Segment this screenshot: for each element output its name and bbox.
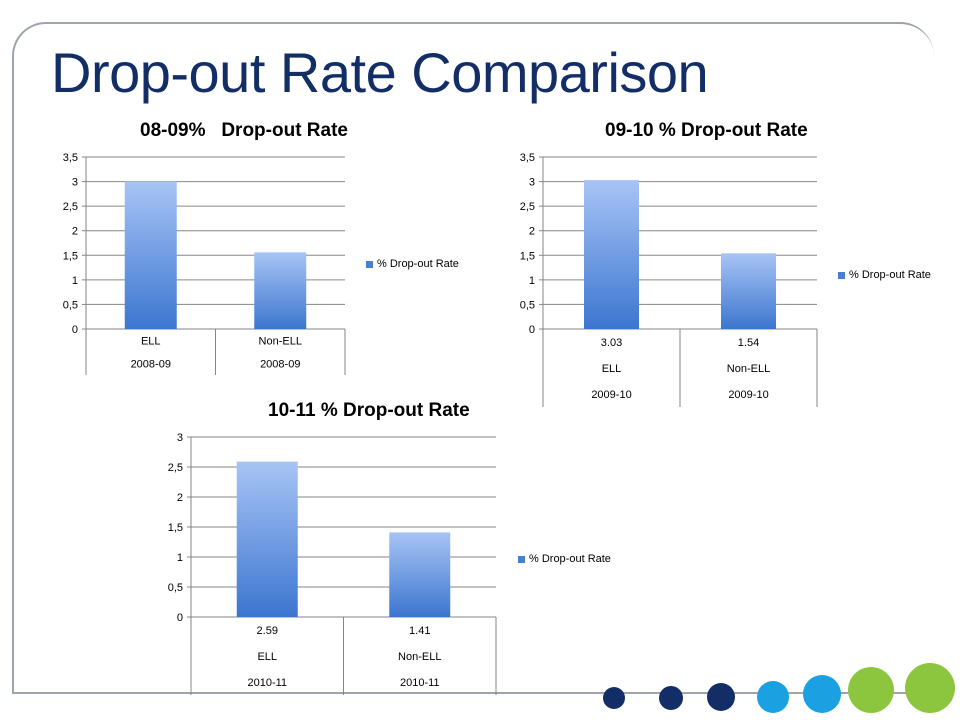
y-tick-label: 0,5 xyxy=(520,299,535,311)
y-tick-label: 3,5 xyxy=(63,152,78,164)
y-tick-label: 3 xyxy=(72,177,78,189)
y-tick-label: 2 xyxy=(177,492,183,504)
slide-title: Drop-out Rate Comparison xyxy=(51,41,709,104)
legend-0809: % Drop-out Rate xyxy=(366,258,459,270)
category-label: 2008-09 xyxy=(131,359,171,371)
y-tick-label: 1 xyxy=(529,275,535,287)
bar xyxy=(721,253,776,329)
y-tick-label: 2,5 xyxy=(63,201,78,213)
legend-0910: % Drop-out Rate xyxy=(838,269,931,281)
bar xyxy=(389,532,451,617)
category-label: Non-ELL xyxy=(398,651,441,663)
y-tick-label: 1 xyxy=(72,275,78,287)
legend-1011: % Drop-out Rate xyxy=(518,553,611,565)
legend-swatch xyxy=(518,555,525,563)
y-tick-label: 3,5 xyxy=(520,152,535,164)
legend-label: % Drop-out Rate xyxy=(377,258,459,270)
legend-label: % Drop-out Rate xyxy=(529,553,611,565)
decor-dot xyxy=(905,663,955,713)
y-tick-label: 0 xyxy=(177,612,183,624)
decor-dot xyxy=(603,687,625,709)
category-label: 2010-11 xyxy=(400,677,440,689)
category-label: ELL xyxy=(257,651,277,663)
chart-title-0809: 08-09% Drop-out Rate xyxy=(140,120,348,141)
y-tick-label: 0,5 xyxy=(168,582,183,594)
decor-dot xyxy=(757,681,789,713)
decor-dot xyxy=(848,667,894,713)
category-label: 3.03 xyxy=(601,337,622,349)
category-label: 2.59 xyxy=(257,625,278,637)
legend-swatch xyxy=(366,260,373,268)
category-label: 1.54 xyxy=(738,337,759,349)
y-tick-label: 2,5 xyxy=(168,462,183,474)
category-label: 2009-10 xyxy=(591,389,631,401)
category-label: Non-ELL xyxy=(727,363,770,375)
slide-frame xyxy=(12,22,934,694)
bar xyxy=(584,180,639,329)
bar xyxy=(124,181,177,329)
bar xyxy=(236,461,298,617)
y-tick-label: 0,5 xyxy=(63,299,78,311)
y-tick-label: 2 xyxy=(72,226,78,238)
decor-dot xyxy=(659,686,683,710)
category-label: 2009-10 xyxy=(728,389,768,401)
y-tick-label: 3 xyxy=(529,177,535,189)
category-label: 1.41 xyxy=(409,625,430,637)
decor-dot xyxy=(803,675,841,713)
y-tick-label: 1,5 xyxy=(168,522,183,534)
category-label: ELL xyxy=(602,363,622,375)
category-label: 2010-11 xyxy=(247,677,287,689)
category-label: 2008-09 xyxy=(260,359,300,371)
y-tick-label: 0 xyxy=(72,324,78,336)
decor-dot xyxy=(707,683,735,711)
y-tick-label: 1 xyxy=(177,552,183,564)
y-tick-label: 1,5 xyxy=(520,250,535,262)
category-label: ELL xyxy=(141,336,161,348)
y-tick-label: 1,5 xyxy=(63,250,78,262)
bar xyxy=(254,252,307,329)
y-tick-label: 3 xyxy=(177,432,183,444)
y-tick-label: 2 xyxy=(529,226,535,238)
category-label: Non-ELL xyxy=(259,336,302,348)
y-tick-label: 2,5 xyxy=(520,201,535,213)
y-tick-label: 0 xyxy=(529,324,535,336)
chart-title-1011: 10-11 % Drop-out Rate xyxy=(268,400,470,421)
legend-swatch xyxy=(838,271,845,279)
legend-label: % Drop-out Rate xyxy=(849,269,931,281)
chart-title-0910: 09-10 % Drop-out Rate xyxy=(605,120,808,141)
